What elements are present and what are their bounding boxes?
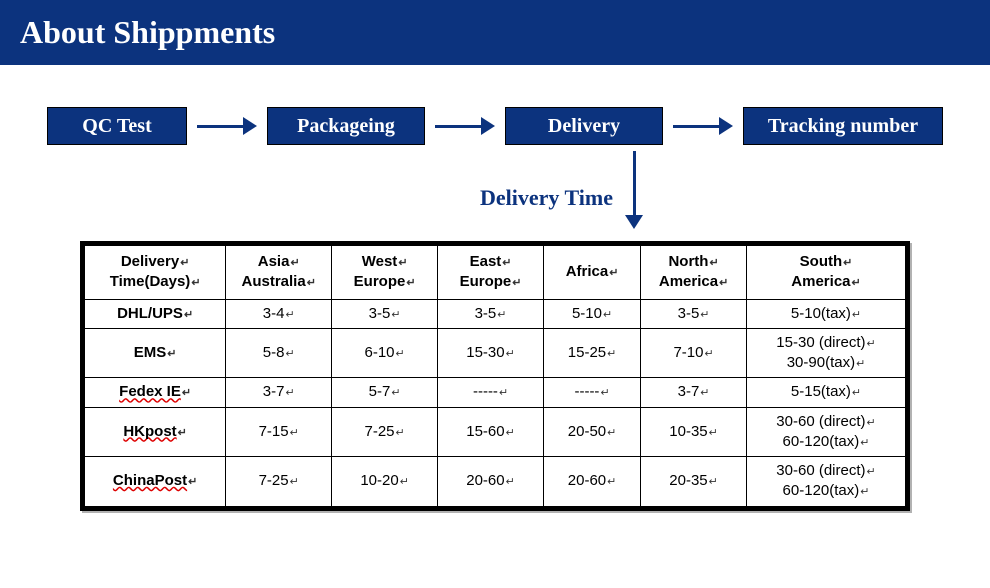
data-cell: 15-30 (direct)↵30-90(tax)↵	[747, 328, 906, 378]
data-cell: 7-25↵	[332, 407, 438, 457]
data-cell: 20-50↵	[544, 407, 641, 457]
data-cell: 30-60 (direct)↵60-120(tax)↵	[747, 407, 906, 457]
data-cell: 7-15↵	[226, 407, 332, 457]
table-row: DHL/UPS↵3-4↵3-5↵3-5↵5-10↵3-5↵5-10(tax)↵	[85, 299, 906, 328]
data-cell: 15-25↵	[544, 328, 641, 378]
section-header: About Shippments	[0, 0, 990, 65]
data-cell: 5-15(tax)↵	[747, 378, 906, 407]
table-row: EMS↵5-8↵6-10↵15-30↵15-25↵7-10↵15-30 (dir…	[85, 328, 906, 378]
carrier-cell: EMS↵	[85, 328, 226, 378]
data-cell: 3-4↵	[226, 299, 332, 328]
flow-step-label: Tracking number	[768, 115, 918, 138]
table-row: Fedex IE↵3-7↵5-7↵-----↵-----↵3-7↵5-15(ta…	[85, 378, 906, 407]
flow-step-label: Delivery	[548, 115, 620, 138]
carrier-cell: HKpost↵	[85, 407, 226, 457]
table-header-cell: South↵America↵	[747, 246, 906, 300]
arrow-down-icon	[625, 151, 643, 229]
table-header-cell: Africa↵	[544, 246, 641, 300]
flow-step-qc: QC Test	[47, 107, 187, 145]
carrier-cell: DHL/UPS↵	[85, 299, 226, 328]
data-cell: 3-5↵	[332, 299, 438, 328]
data-cell: 20-60↵	[438, 457, 544, 507]
table-header-cell: East↵Europe↵	[438, 246, 544, 300]
delivery-time-label: Delivery Time	[480, 185, 613, 211]
data-cell: 5-8↵	[226, 328, 332, 378]
process-flow: QC Test Packageing Delivery Tracking num…	[0, 107, 990, 145]
table-row: HKpost↵7-15↵7-25↵15-60↵20-50↵10-35↵30-60…	[85, 407, 906, 457]
flow-step-tracking: Tracking number	[743, 107, 943, 145]
data-cell: 20-35↵	[641, 457, 747, 507]
data-cell: 30-60 (direct)↵60-120(tax)↵	[747, 457, 906, 507]
data-cell: 3-5↵	[641, 299, 747, 328]
section-title: About Shippments	[20, 14, 275, 50]
arrow-right-icon	[435, 117, 495, 135]
data-cell: 5-7↵	[332, 378, 438, 407]
table-header-cell: North↵America↵	[641, 246, 747, 300]
data-cell: -----↵	[544, 378, 641, 407]
data-cell: 10-20↵	[332, 457, 438, 507]
data-cell: 6-10↵	[332, 328, 438, 378]
data-cell: 20-60↵	[544, 457, 641, 507]
table-body: DHL/UPS↵3-4↵3-5↵3-5↵5-10↵3-5↵5-10(tax)↵E…	[85, 299, 906, 506]
flow-step-packaging: Packageing	[267, 107, 425, 145]
data-cell: 5-10(tax)↵	[747, 299, 906, 328]
table-header-cell: Asia↵Australia↵	[226, 246, 332, 300]
carrier-cell: Fedex IE↵	[85, 378, 226, 407]
flow-step-label: QC Test	[82, 115, 151, 138]
table-header-cell: West↵Europe↵	[332, 246, 438, 300]
data-cell: 7-25↵	[226, 457, 332, 507]
delivery-time-table-wrapper: Delivery↵Time(Days)↵Asia↵Australia↵West↵…	[80, 241, 910, 511]
data-cell: 15-30↵	[438, 328, 544, 378]
delivery-time-section: Delivery Time	[0, 151, 990, 241]
flow-step-label: Packageing	[297, 115, 395, 138]
table-header-row: Delivery↵Time(Days)↵Asia↵Australia↵West↵…	[85, 246, 906, 300]
table-header-cell: Delivery↵Time(Days)↵	[85, 246, 226, 300]
carrier-cell: ChinaPost↵	[85, 457, 226, 507]
data-cell: 3-7↵	[641, 378, 747, 407]
delivery-time-table: Delivery↵Time(Days)↵Asia↵Australia↵West↵…	[84, 245, 906, 507]
data-cell: 3-5↵	[438, 299, 544, 328]
flow-step-delivery: Delivery	[505, 107, 663, 145]
data-cell: -----↵	[438, 378, 544, 407]
data-cell: 5-10↵	[544, 299, 641, 328]
arrow-right-icon	[197, 117, 257, 135]
data-cell: 3-7↵	[226, 378, 332, 407]
arrow-right-icon	[673, 117, 733, 135]
data-cell: 15-60↵	[438, 407, 544, 457]
data-cell: 7-10↵	[641, 328, 747, 378]
table-row: ChinaPost↵7-25↵10-20↵20-60↵20-60↵20-35↵3…	[85, 457, 906, 507]
data-cell: 10-35↵	[641, 407, 747, 457]
